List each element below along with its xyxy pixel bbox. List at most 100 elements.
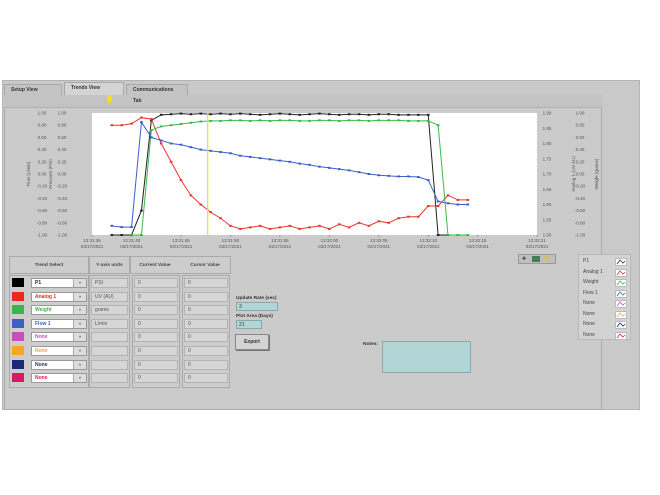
dropdown-arrow-icon[interactable]: ▾ bbox=[73, 306, 86, 315]
legend-item-label: P1 bbox=[583, 258, 590, 264]
tab-communications[interactable]: Communications Tab bbox=[126, 84, 188, 104]
y-tick-label: 1.65 bbox=[543, 187, 552, 192]
units-field[interactable]: L/min bbox=[91, 318, 128, 329]
trend-color-swatch[interactable] bbox=[12, 332, 24, 342]
trend-select-dropdown[interactable]: None ▾ bbox=[31, 373, 87, 384]
trend-select-dropdown[interactable]: None ▾ bbox=[31, 332, 87, 343]
data-point bbox=[219, 217, 222, 220]
trend-chart[interactable]: 1.00 0.80 0.60 0.40 0.20 0.00 -0.20 -0.40 -0.60 -… bbox=[0, 0, 660, 260]
data-point bbox=[268, 119, 272, 122]
data-point bbox=[278, 112, 282, 115]
dropdown-arrow-icon[interactable]: ▾ bbox=[73, 333, 86, 342]
data-point bbox=[268, 113, 272, 116]
x-tick-time: 13:32:05 bbox=[370, 238, 388, 243]
zoom-icon[interactable]: ✚ bbox=[522, 256, 527, 262]
data-point bbox=[426, 205, 430, 208]
trend-color-swatch[interactable] bbox=[12, 359, 24, 369]
trend-color-swatch[interactable] bbox=[12, 278, 24, 287]
tab-setup-view[interactable]: Setup View bbox=[4, 84, 62, 95]
trend-select-dropdown[interactable]: Analog 1 ▾ bbox=[31, 291, 87, 302]
dropdown-arrow-icon[interactable]: ▾ bbox=[73, 292, 86, 301]
cursor-value-field: 0 bbox=[184, 346, 228, 356]
plot-area-input[interactable]: 21 bbox=[236, 320, 262, 329]
trend-select-dropdown[interactable]: None ▾ bbox=[31, 359, 87, 370]
data-point bbox=[159, 142, 163, 145]
notes-textarea[interactable] bbox=[382, 341, 471, 373]
x-tick-time: 13:31:45 bbox=[172, 238, 190, 243]
data-point bbox=[466, 198, 470, 201]
units-field[interactable]: UV (AU) bbox=[91, 291, 128, 302]
trend-select-dropdown[interactable]: Weight ▾ bbox=[31, 305, 87, 316]
data-point bbox=[229, 113, 232, 116]
data-point bbox=[308, 119, 311, 122]
data-point bbox=[150, 118, 153, 121]
y-tick-label: -0.60 bbox=[575, 208, 586, 213]
y-tick-label: 1.00 bbox=[576, 111, 585, 116]
data-point bbox=[417, 113, 420, 116]
units-field[interactable] bbox=[91, 359, 128, 370]
cursor-bar bbox=[4, 95, 602, 108]
y-tick-label: 0.60 bbox=[576, 135, 585, 140]
plot-style-icon[interactable] bbox=[615, 268, 627, 277]
data-point bbox=[120, 124, 123, 127]
trend-name: None bbox=[35, 375, 48, 382]
trend-select-dropdown[interactable]: None ▾ bbox=[31, 346, 87, 356]
trend-name: None bbox=[35, 361, 48, 368]
data-point bbox=[258, 157, 262, 160]
plot-area[interactable] bbox=[92, 113, 537, 235]
y-tick-label: 1.70 bbox=[543, 172, 552, 177]
data-point bbox=[159, 139, 163, 142]
y-tick-label: 1.80 bbox=[543, 141, 552, 146]
units-field[interactable] bbox=[91, 332, 128, 343]
data-point bbox=[337, 168, 341, 171]
plot-style-icon[interactable] bbox=[615, 289, 627, 298]
tab-trends-view[interactable]: Trends View bbox=[64, 82, 124, 95]
data-point bbox=[239, 154, 242, 157]
trend-color-swatch[interactable] bbox=[12, 318, 24, 328]
data-point bbox=[377, 174, 381, 177]
plot-style-icon[interactable] bbox=[615, 300, 627, 308]
dropdown-arrow-icon[interactable]: ▾ bbox=[73, 279, 86, 287]
data-point bbox=[397, 113, 400, 116]
cursor-marker-icon[interactable] bbox=[107, 95, 112, 103]
data-point bbox=[367, 119, 371, 122]
data-point bbox=[298, 227, 301, 230]
units-field[interactable]: grams bbox=[91, 305, 128, 316]
x-tick-time: 13:31:36 bbox=[83, 238, 101, 243]
export-button[interactable]: Export bbox=[235, 334, 269, 350]
data-point bbox=[397, 119, 400, 122]
trend-color-swatch[interactable] bbox=[12, 305, 24, 315]
cursor-icon[interactable]: ✋ bbox=[544, 256, 551, 262]
plot-style-icon[interactable] bbox=[615, 258, 627, 266]
data-point bbox=[199, 112, 203, 115]
y-axis-label: Weight (grams) bbox=[594, 158, 599, 189]
data-point bbox=[219, 119, 222, 122]
data-point bbox=[407, 175, 410, 178]
plot-style-icon[interactable] bbox=[615, 331, 627, 340]
trend-color-swatch[interactable] bbox=[12, 346, 24, 355]
data-point bbox=[318, 112, 321, 115]
data-point bbox=[397, 175, 400, 178]
data-point bbox=[209, 119, 212, 122]
data-point bbox=[367, 113, 371, 116]
dropdown-arrow-icon[interactable]: ▾ bbox=[73, 319, 86, 328]
units-field[interactable] bbox=[91, 373, 128, 384]
y-tick-label: -0.80 bbox=[57, 220, 68, 225]
units-field[interactable]: PSI bbox=[91, 278, 128, 288]
plot-style-icon[interactable] bbox=[615, 279, 627, 287]
legend-item-label: Analog 1 bbox=[583, 268, 603, 275]
dropdown-arrow-icon[interactable]: ▾ bbox=[73, 360, 86, 369]
update-rate-input[interactable]: 3 bbox=[236, 302, 278, 311]
trend-select-dropdown[interactable]: P1 ▾ bbox=[31, 278, 87, 288]
pan-icon[interactable] bbox=[532, 256, 540, 262]
trend-select-dropdown[interactable]: Flow 1 ▾ bbox=[31, 318, 87, 329]
plot-style-icon[interactable] bbox=[615, 310, 627, 319]
units-field[interactable] bbox=[91, 346, 128, 356]
trend-color-swatch[interactable] bbox=[12, 291, 24, 301]
y-tick-label: 1.85 bbox=[543, 126, 552, 131]
dropdown-arrow-icon[interactable]: ▾ bbox=[73, 347, 86, 355]
trend-color-swatch[interactable] bbox=[12, 373, 24, 383]
units-label: Y-axis units bbox=[96, 263, 123, 268]
plot-style-icon[interactable] bbox=[615, 321, 627, 329]
dropdown-arrow-icon[interactable]: ▾ bbox=[73, 374, 86, 383]
